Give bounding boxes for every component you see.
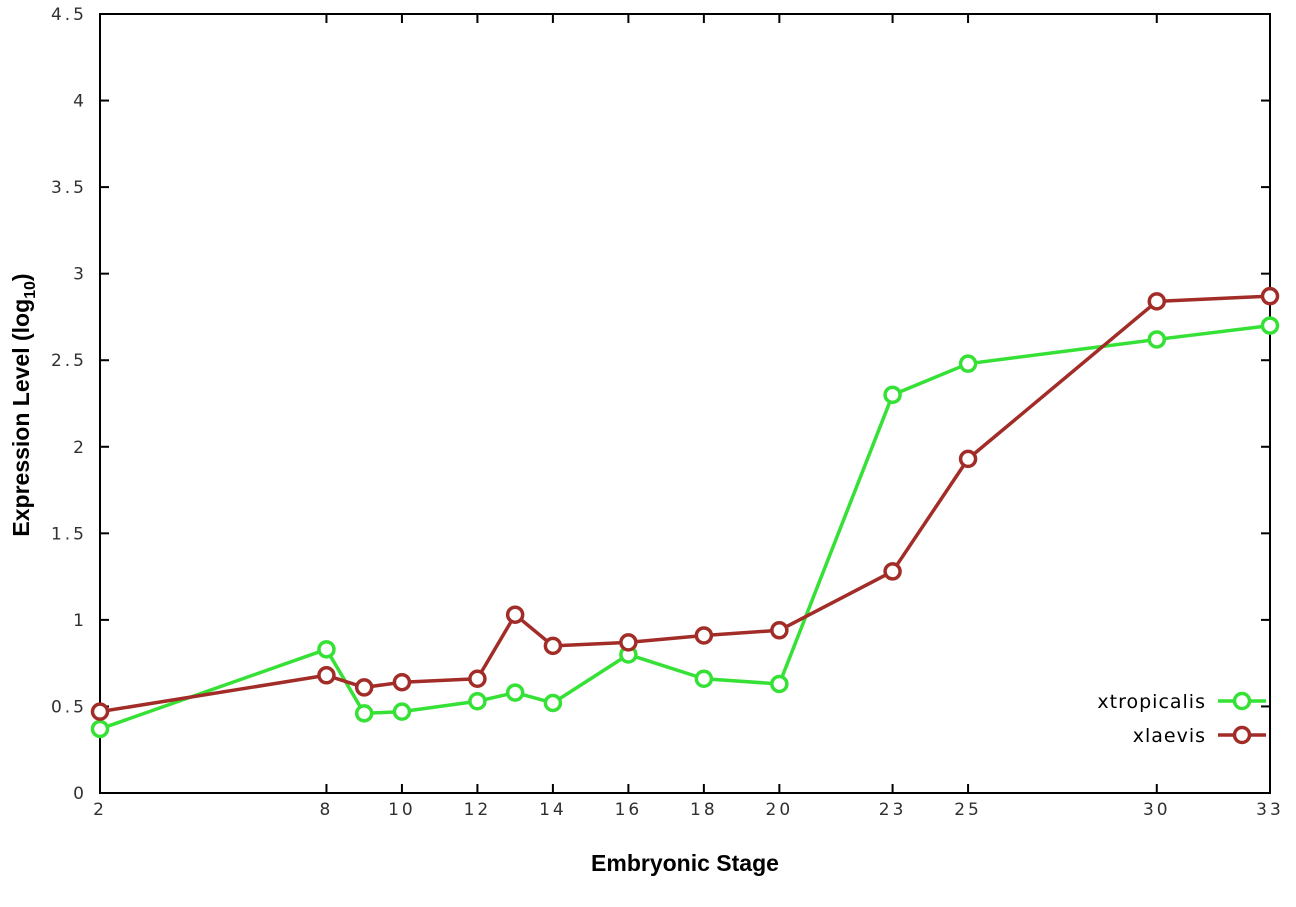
marker-xlaevis	[90, 702, 110, 721]
marker-xtropicalis	[468, 692, 487, 711]
y-axis-label-main: Expression Level (log	[8, 298, 35, 537]
x-tick-label: 30	[1143, 800, 1171, 820]
y-axis-label-end: )	[8, 273, 35, 282]
y-tick-label: 3.5	[51, 178, 87, 198]
x-tick-label: 14	[539, 800, 567, 820]
marker-xlaevis	[958, 449, 978, 469]
legend-sample-marker-xtropicalis	[1232, 691, 1252, 711]
marker-xlaevis	[619, 633, 638, 652]
y-tick-label: 0.5	[51, 697, 87, 717]
marker-xlaevis	[543, 636, 563, 656]
y-tick-label: 0	[73, 784, 87, 804]
x-tick-label: 33	[1256, 800, 1284, 820]
x-tick-label: 18	[690, 800, 718, 820]
y-tick-label: 1	[73, 611, 87, 631]
marker-xlaevis	[505, 605, 525, 624]
series-line-xtropicalis	[98, 323, 1272, 731]
y-tick-label: 3	[73, 265, 87, 285]
marker-xlaevis	[392, 672, 412, 692]
marker-xlaevis	[468, 669, 487, 688]
marker-xtropicalis	[317, 640, 336, 659]
marker-xlaevis	[317, 666, 336, 685]
legend-label-xlaevis: xlaevis	[1133, 725, 1206, 747]
marker-xtropicalis	[1260, 316, 1280, 335]
marker-xlaevis	[1147, 292, 1167, 311]
marker-xlaevis	[694, 626, 714, 645]
x-tick-label: 2	[93, 800, 107, 820]
marker-xtropicalis	[883, 385, 902, 405]
marker-xlaevis	[1260, 286, 1280, 306]
y-tick-label: 2	[73, 438, 87, 458]
y-tick-label: 4.5	[51, 5, 87, 25]
x-tick-label: 12	[464, 800, 492, 820]
x-tick-label: 23	[879, 800, 907, 820]
y-tick-label: 2.5	[51, 351, 87, 371]
plot-border	[99, 13, 1271, 794]
x-tick-label: 8	[320, 800, 334, 820]
marker-xtropicalis	[90, 719, 110, 739]
legend-label-xtropicalis: xtropicalis	[1097, 691, 1206, 713]
marker-xtropicalis	[1147, 330, 1167, 349]
marker-xtropicalis	[543, 693, 563, 713]
y-axis-label: Expression Level (log10)	[8, 273, 40, 536]
legend-sample-marker-xlaevis	[1232, 725, 1252, 745]
marker-xtropicalis	[958, 354, 978, 373]
x-tick-label: 20	[766, 800, 794, 820]
x-tick-label: 10	[388, 800, 416, 820]
marker-xtropicalis	[354, 704, 374, 723]
y-tick-label: 4	[73, 92, 87, 112]
marker-xlaevis	[770, 621, 789, 640]
marker-xtropicalis	[770, 674, 789, 694]
y-axis-label-sub: 10	[21, 281, 39, 299]
y-tick-label: 1.5	[51, 524, 87, 544]
series-line-xlaevis	[98, 294, 1272, 714]
marker-xlaevis	[354, 678, 374, 697]
x-axis-label: Embryonic Stage	[591, 850, 779, 876]
marker-xtropicalis	[694, 669, 714, 688]
marker-xtropicalis	[505, 683, 525, 702]
x-tick-label: 25	[954, 800, 982, 820]
marker-xlaevis	[883, 562, 902, 581]
marker-xtropicalis	[392, 702, 412, 721]
x-tick-label: 16	[615, 800, 643, 820]
